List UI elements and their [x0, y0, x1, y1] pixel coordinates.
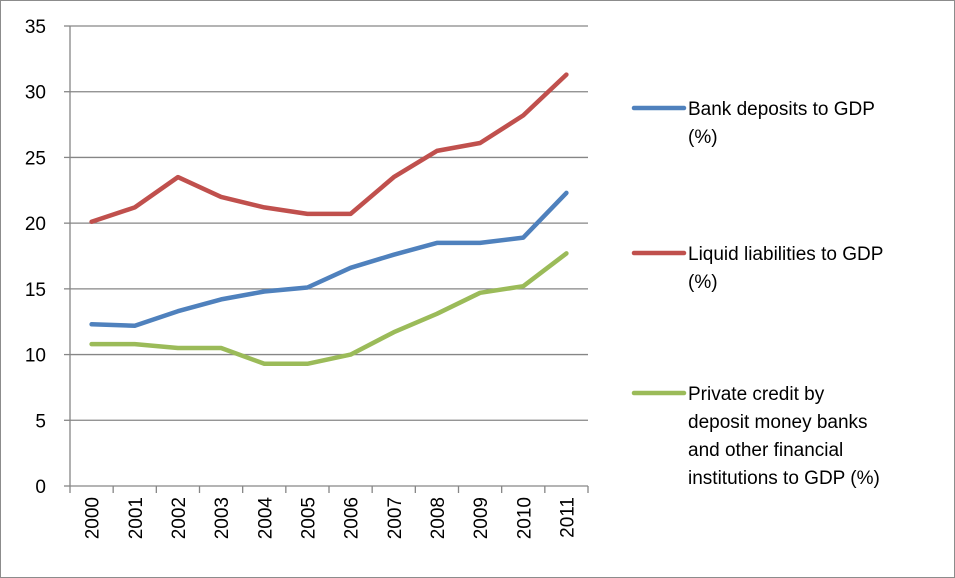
legend-label: institutions to GDP (%)	[688, 468, 880, 489]
y-tick-label: 20	[25, 214, 46, 235]
axes	[64, 25, 589, 493]
legend-label: Liquid liabilities to GDP	[688, 244, 883, 265]
y-tick-label: 5	[35, 411, 46, 432]
legend-entry-1: Bank deposits to GDP (%)	[631, 99, 875, 148]
y-tick-label: 10	[25, 346, 46, 367]
x-tick-label: 2004	[255, 497, 276, 540]
series-line-3	[89, 251, 569, 367]
x-axis-tick-labels: 2000 2001 2002 2003 2004 2005 2006 2007 2008 2009…	[83, 497, 579, 540]
series-line-2	[89, 72, 569, 225]
x-tick-label: 2008	[428, 497, 449, 539]
x-tick-label: 2007	[385, 497, 406, 539]
x-tick-label: 2005	[298, 497, 319, 539]
legend-label: (%)	[688, 272, 718, 293]
legend-label: deposit money banks	[688, 412, 868, 433]
series-lines	[89, 72, 569, 367]
legend-label: (%)	[688, 127, 718, 148]
x-tick-label: 2011	[557, 497, 578, 538]
x-tick-label: 2009	[471, 497, 492, 539]
legend-label: Bank deposits to GDP	[688, 99, 875, 120]
x-tick-label: 2003	[212, 497, 233, 539]
x-tick-label: 2001	[126, 497, 147, 539]
x-tick-label: 2006	[342, 497, 363, 539]
y-tick-label: 15	[25, 280, 46, 301]
x-tick-label: 2010	[514, 497, 535, 539]
legend-label: and other financial	[688, 440, 843, 461]
legend-label: Private credit by	[688, 384, 825, 405]
gridlines	[70, 25, 588, 421]
series-line-1	[89, 190, 569, 328]
y-tick-label: 25	[25, 148, 46, 169]
y-axis-tick-labels: 0 5 10 15 20 25 30 35	[25, 17, 46, 498]
y-tick-label: 0	[35, 477, 46, 498]
legend-entry-2: Liquid liabilities to GDP (%)	[631, 244, 883, 293]
legend: Bank deposits to GDP(%)Liquid liabilitie…	[631, 99, 883, 489]
y-tick-label: 35	[25, 17, 46, 38]
legend-entry-3: Private credit by deposit money banks and …	[631, 384, 880, 489]
x-tick-label: 2002	[169, 497, 190, 539]
x-tick-label: 2000	[83, 497, 104, 539]
y-tick-label: 30	[25, 83, 46, 104]
